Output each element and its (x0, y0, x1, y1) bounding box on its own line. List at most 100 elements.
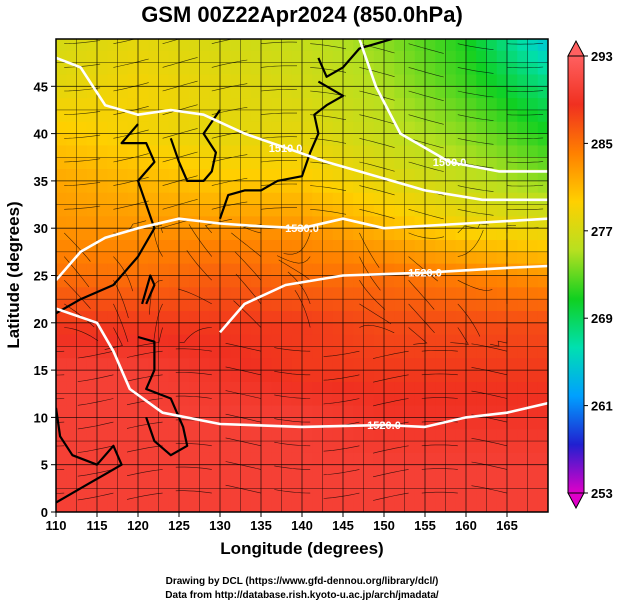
temperature-cell (415, 488, 426, 500)
temperature-cell (435, 311, 446, 323)
temperature-cell (353, 358, 364, 370)
temperature-cell (87, 145, 98, 157)
temperature-cell (148, 252, 159, 264)
temperature-cell (200, 346, 211, 358)
temperature-cell (507, 240, 518, 252)
temperature-cell (261, 299, 272, 311)
temperature-cell (87, 370, 98, 382)
temperature-cell (487, 145, 498, 157)
temperature-cell (261, 488, 272, 500)
temperature-cell (476, 346, 487, 358)
temperature-cell (97, 406, 108, 418)
temperature-cell (405, 477, 416, 489)
temperature-cell (343, 406, 354, 418)
y-tick-label: 5 (41, 458, 48, 473)
temperature-cell (282, 39, 293, 51)
temperature-cell (56, 145, 67, 157)
temperature-cell (159, 382, 170, 394)
temperature-cell (251, 193, 262, 205)
temperature-cell (200, 86, 211, 98)
temperature-cell (364, 122, 375, 134)
temperature-cell (189, 240, 200, 252)
temperature-cell (271, 228, 282, 240)
temperature-cell (384, 134, 395, 146)
temperature-cell (128, 500, 139, 512)
temperature-cell (405, 429, 416, 441)
temperature-cell (538, 382, 549, 394)
temperature-cell (323, 358, 334, 370)
temperature-cell (292, 500, 303, 512)
temperature-cell (189, 429, 200, 441)
temperature-cell (415, 122, 426, 134)
temperature-cell (210, 252, 221, 264)
temperature-cell (179, 205, 190, 217)
temperature-cell (241, 63, 252, 75)
temperature-cell (364, 228, 375, 240)
temperature-cell (517, 98, 528, 110)
temperature-cell (302, 323, 313, 335)
temperature-cell (415, 465, 426, 477)
temperature-cell (261, 370, 272, 382)
temperature-cell (241, 453, 252, 465)
temperature-cell (118, 145, 129, 157)
temperature-cell (251, 500, 262, 512)
temperature-cell (333, 145, 344, 157)
temperature-cell (497, 453, 508, 465)
temperature-cell (405, 394, 416, 406)
temperature-cell (446, 181, 457, 193)
temperature-cell (87, 358, 98, 370)
temperature-cell (179, 323, 190, 335)
temperature-cell (497, 477, 508, 489)
temperature-cell (138, 323, 149, 335)
temperature-cell (210, 74, 221, 86)
temperature-cell (517, 394, 528, 406)
temperature-cell (210, 346, 221, 358)
temperature-cell (302, 74, 313, 86)
temperature-cell (333, 311, 344, 323)
temperature-cell (282, 382, 293, 394)
temperature-cell (200, 63, 211, 75)
temperature-cell (107, 110, 118, 122)
temperature-cell (66, 110, 77, 122)
temperature-cell (271, 323, 282, 335)
temperature-cell (107, 394, 118, 406)
temperature-cell (538, 240, 549, 252)
temperature-cell (230, 264, 241, 276)
temperature-cell (466, 110, 477, 122)
temperature-cell (364, 488, 375, 500)
temperature-cell (87, 252, 98, 264)
temperature-cell (118, 169, 129, 181)
temperature-cell (87, 264, 98, 276)
temperature-cell (128, 299, 139, 311)
temperature-cell (292, 86, 303, 98)
temperature-cell (118, 500, 129, 512)
temperature-cell (394, 157, 405, 169)
temperature-cell (251, 86, 262, 98)
temperature-cell (179, 240, 190, 252)
temperature-cell (138, 406, 149, 418)
x-axis-label: Longitude (degrees) (220, 539, 383, 558)
temperature-cell (230, 488, 241, 500)
temperature-cell (77, 86, 88, 98)
temperature-cell (312, 205, 323, 217)
temperature-cell (374, 299, 385, 311)
temperature-cell (507, 429, 518, 441)
temperature-cell (107, 429, 118, 441)
temperature-cell (415, 429, 426, 441)
contour-label: 1500.0 (433, 157, 467, 169)
y-tick-label: 20 (34, 316, 48, 331)
temperature-cell (138, 346, 149, 358)
temperature-cell (497, 465, 508, 477)
temperature-cell (456, 169, 467, 181)
temperature-cell (405, 122, 416, 134)
temperature-cell (251, 453, 262, 465)
temperature-cell (128, 145, 139, 157)
temperature-cell (343, 252, 354, 264)
temperature-cell (312, 276, 323, 288)
temperature-cell (179, 394, 190, 406)
temperature-cell (466, 358, 477, 370)
temperature-cell (384, 441, 395, 453)
temperature-cell (230, 240, 241, 252)
temperature-cell (261, 465, 272, 477)
temperature-cell (353, 145, 364, 157)
